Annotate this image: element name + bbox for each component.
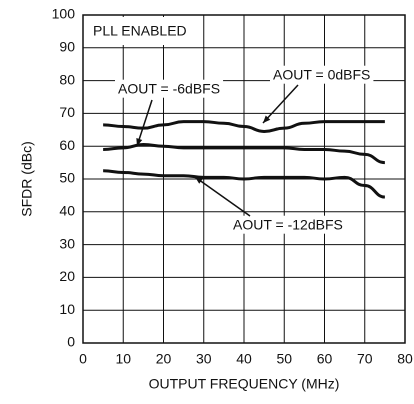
x-tick-label: 20 — [156, 351, 172, 367]
x-axis-label: OUTPUT FREQUENCY (MHz) — [149, 376, 340, 392]
arrow-shaft — [194, 176, 251, 217]
legend-label: AOUT = 0dBFS — [273, 67, 370, 83]
y-axis-label: SFDR (dBc) — [19, 141, 35, 216]
arrow-head — [195, 177, 203, 184]
y-tick-label: 90 — [59, 39, 75, 55]
y-tick-label: 80 — [59, 71, 75, 87]
legend-label: AOUT = -12dBFS — [233, 217, 343, 233]
legend-bg — [230, 215, 346, 234]
x-tick-label: 10 — [115, 351, 131, 367]
x-tick-label: 80 — [397, 351, 413, 367]
y-tick-label: 60 — [59, 137, 75, 153]
y-tick-label: 20 — [59, 268, 75, 284]
legend-bg — [115, 79, 224, 98]
x-tick-label: 0 — [79, 351, 87, 367]
legend-label: AOUT = -6dBFS — [118, 81, 220, 97]
x-tick-label: 60 — [317, 351, 333, 367]
series-line — [103, 120, 385, 133]
y-tick-label: 0 — [67, 334, 75, 350]
x-tick-label: 50 — [276, 351, 292, 367]
plot-frame — [82, 14, 406, 344]
arrow-head — [136, 138, 143, 146]
y-tick-label: 10 — [59, 301, 75, 317]
series-line — [103, 169, 386, 199]
y-tick-label: 30 — [59, 235, 75, 251]
y-tick-label: 70 — [59, 104, 75, 120]
y-tick-label: 40 — [59, 203, 75, 219]
annotation-box — [85, 17, 197, 45]
annotation: PLL ENABLED — [93, 23, 187, 39]
x-tick-label: 30 — [196, 351, 212, 367]
arrow-shaft — [262, 84, 299, 124]
y-tick-label: 100 — [52, 6, 76, 22]
y-tick-label: 50 — [59, 170, 75, 186]
x-tick-label: 40 — [236, 351, 252, 367]
arrow-head — [263, 115, 271, 123]
series-line — [103, 143, 386, 165]
legend-bg — [270, 65, 374, 84]
x-tick-label: 70 — [357, 351, 373, 367]
arrow-shaft — [136, 99, 153, 147]
